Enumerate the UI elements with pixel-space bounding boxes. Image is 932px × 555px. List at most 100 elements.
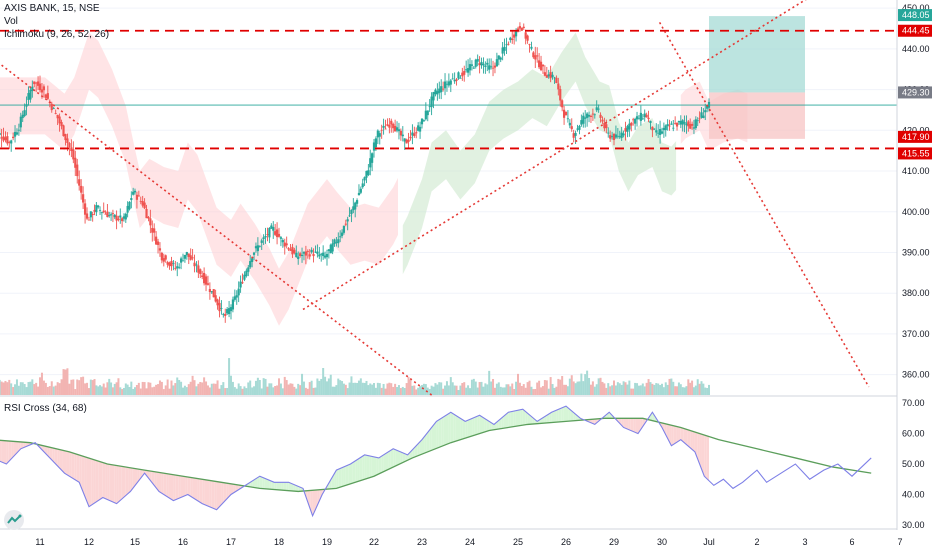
candle[interactable]	[183, 254, 187, 259]
candle[interactable]	[218, 302, 221, 312]
candle[interactable]	[696, 120, 699, 122]
candle[interactable]	[562, 109, 566, 118]
candle[interactable]	[308, 254, 311, 257]
stop-zone[interactable]	[709, 92, 805, 139]
rsi-line[interactable]	[0, 405, 872, 518]
candle[interactable]	[666, 124, 669, 127]
candle[interactable]	[632, 119, 635, 121]
candle[interactable]	[270, 225, 273, 229]
candle[interactable]	[299, 253, 302, 257]
candle[interactable]	[539, 61, 543, 71]
candle[interactable]	[285, 243, 288, 246]
candle[interactable]	[624, 128, 627, 132]
candle[interactable]	[476, 58, 479, 62]
candle[interactable]	[291, 247, 294, 255]
candle[interactable]	[497, 55, 500, 60]
target-zone[interactable]	[709, 16, 805, 93]
candle[interactable]	[580, 120, 583, 125]
candle[interactable]	[616, 135, 619, 137]
candle[interactable]	[264, 236, 267, 238]
candle[interactable]	[704, 110, 707, 113]
candle[interactable]	[390, 120, 393, 125]
candle[interactable]	[536, 55, 539, 57]
candle[interactable]	[283, 242, 286, 247]
candle[interactable]	[572, 133, 575, 138]
candle[interactable]	[689, 123, 692, 129]
candle[interactable]	[254, 246, 258, 249]
candle[interactable]	[164, 255, 167, 260]
candle[interactable]	[181, 260, 185, 262]
candle[interactable]	[430, 96, 433, 108]
candle[interactable]	[0, 133, 1, 135]
candle[interactable]	[503, 46, 506, 51]
candle[interactable]	[310, 249, 313, 253]
candle[interactable]	[620, 132, 623, 138]
candle[interactable]	[251, 258, 254, 263]
candle[interactable]	[378, 133, 381, 137]
candle[interactable]	[445, 83, 449, 85]
candle[interactable]	[124, 213, 127, 220]
candle[interactable]	[501, 47, 504, 54]
candle[interactable]	[470, 64, 474, 66]
candle[interactable]	[442, 88, 445, 90]
candle[interactable]	[245, 270, 248, 277]
candle[interactable]	[488, 65, 491, 70]
candle[interactable]	[76, 164, 79, 177]
candle[interactable]	[384, 128, 387, 130]
candle[interactable]	[46, 93, 49, 99]
candle[interactable]	[363, 177, 366, 181]
candle[interactable]	[199, 269, 202, 275]
candle[interactable]	[54, 113, 57, 114]
rsi-legend[interactable]: RSI Cross (34, 68)	[4, 403, 87, 414]
candle[interactable]	[289, 249, 292, 251]
candle[interactable]	[2, 136, 5, 141]
candle[interactable]	[66, 138, 69, 143]
candle[interactable]	[102, 210, 105, 213]
candle[interactable]	[109, 214, 113, 216]
candle[interactable]	[117, 218, 120, 221]
candle[interactable]	[193, 262, 196, 267]
candle[interactable]	[490, 66, 493, 68]
candle[interactable]	[68, 143, 71, 148]
candle[interactable]	[639, 112, 642, 121]
candle[interactable]	[111, 213, 115, 214]
candle[interactable]	[331, 243, 334, 252]
candle[interactable]	[547, 74, 550, 77]
candle[interactable]	[350, 209, 353, 215]
candle[interactable]	[706, 105, 709, 109]
candle[interactable]	[369, 158, 372, 168]
candle[interactable]	[418, 126, 422, 132]
candle[interactable]	[25, 104, 28, 107]
candle[interactable]	[417, 125, 420, 131]
candle[interactable]	[243, 274, 246, 280]
candle[interactable]	[574, 132, 577, 136]
ichimoku-legend[interactable]: Ichimoku (9, 26, 52, 26)	[4, 29, 110, 40]
candle[interactable]	[172, 263, 175, 265]
candle[interactable]	[677, 120, 681, 123]
candle[interactable]	[33, 81, 36, 85]
candle[interactable]	[17, 129, 20, 131]
candle[interactable]	[355, 200, 359, 204]
candle[interactable]	[461, 72, 464, 77]
candle[interactable]	[83, 203, 87, 215]
candle[interactable]	[407, 139, 410, 142]
candle[interactable]	[189, 255, 192, 260]
candle[interactable]	[405, 139, 408, 144]
candle[interactable]	[553, 77, 556, 79]
candle[interactable]	[591, 113, 594, 115]
candle[interactable]	[36, 81, 40, 86]
candle[interactable]	[141, 201, 144, 206]
candle[interactable]	[499, 57, 502, 60]
candle[interactable]	[380, 129, 383, 131]
candle[interactable]	[274, 231, 277, 235]
candle[interactable]	[12, 136, 15, 139]
candle[interactable]	[440, 86, 443, 93]
candle[interactable]	[78, 179, 81, 186]
symbol-title[interactable]: AXIS BANK, 15, NSE	[4, 3, 100, 14]
candle[interactable]	[329, 244, 332, 254]
candle[interactable]	[397, 129, 401, 132]
candle[interactable]	[233, 296, 236, 300]
candle[interactable]	[214, 295, 217, 302]
candle[interactable]	[649, 120, 652, 123]
